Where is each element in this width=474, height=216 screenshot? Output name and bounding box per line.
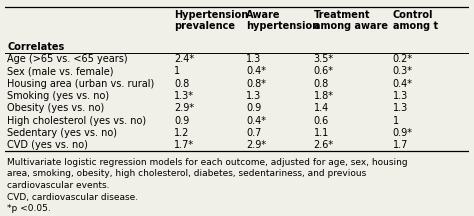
Text: Hypertension
prevalence: Hypertension prevalence bbox=[174, 10, 248, 31]
Text: 0.8: 0.8 bbox=[314, 79, 329, 89]
Text: 2.4*: 2.4* bbox=[174, 54, 194, 64]
Text: 0.4*: 0.4* bbox=[246, 66, 266, 76]
Text: Sedentary (yes vs. no): Sedentary (yes vs. no) bbox=[7, 128, 117, 138]
Text: 1.3*: 1.3* bbox=[174, 91, 194, 101]
Text: 1.3: 1.3 bbox=[246, 91, 262, 101]
Text: 1: 1 bbox=[392, 116, 399, 126]
Text: 0.2*: 0.2* bbox=[392, 54, 413, 64]
Text: CVD (yes vs. no): CVD (yes vs. no) bbox=[7, 140, 88, 150]
Text: Sex (male vs. female): Sex (male vs. female) bbox=[7, 66, 114, 76]
Text: 1.4: 1.4 bbox=[314, 103, 329, 113]
Text: 1.3: 1.3 bbox=[392, 103, 408, 113]
Text: 0.4*: 0.4* bbox=[392, 79, 412, 89]
Text: *p <0.05.: *p <0.05. bbox=[7, 204, 51, 213]
Text: Housing area (urban vs. rural): Housing area (urban vs. rural) bbox=[7, 79, 155, 89]
Text: 2.6*: 2.6* bbox=[314, 140, 334, 150]
Text: 1.7: 1.7 bbox=[392, 140, 408, 150]
Text: 0.6*: 0.6* bbox=[314, 66, 334, 76]
Text: 1: 1 bbox=[174, 66, 181, 76]
Text: 1.1: 1.1 bbox=[314, 128, 329, 138]
Text: 0.6: 0.6 bbox=[314, 116, 329, 126]
Text: Correlates: Correlates bbox=[7, 42, 64, 52]
Text: 2.9*: 2.9* bbox=[174, 103, 194, 113]
Text: Control
among t: Control among t bbox=[392, 10, 438, 31]
Text: 0.3*: 0.3* bbox=[392, 66, 412, 76]
Text: 0.8*: 0.8* bbox=[246, 79, 266, 89]
Text: High cholesterol (yes vs. no): High cholesterol (yes vs. no) bbox=[7, 116, 146, 126]
Text: Aware
hypertension: Aware hypertension bbox=[246, 10, 319, 31]
Text: CVD, cardiovascular disease.: CVD, cardiovascular disease. bbox=[7, 193, 138, 202]
Text: Smoking (yes vs. no): Smoking (yes vs. no) bbox=[7, 91, 109, 101]
Text: 0.9: 0.9 bbox=[174, 116, 190, 126]
Text: Treatment
among aware: Treatment among aware bbox=[314, 10, 388, 31]
Text: area, smoking, obesity, high cholesterol, diabetes, sedentariness, and previous: area, smoking, obesity, high cholesterol… bbox=[7, 169, 366, 178]
Text: 1.3: 1.3 bbox=[392, 91, 408, 101]
Text: 0.4*: 0.4* bbox=[246, 116, 266, 126]
Text: 0.8: 0.8 bbox=[174, 79, 190, 89]
Text: Obesity (yes vs. no): Obesity (yes vs. no) bbox=[7, 103, 104, 113]
Text: 0.9: 0.9 bbox=[246, 103, 262, 113]
Text: 1.3: 1.3 bbox=[246, 54, 262, 64]
Text: Age (>65 vs. <65 years): Age (>65 vs. <65 years) bbox=[7, 54, 128, 64]
Text: 0.9*: 0.9* bbox=[392, 128, 412, 138]
Text: Multivariate logistic regression models for each outcome, adjusted for age, sex,: Multivariate logistic regression models … bbox=[7, 158, 408, 167]
Text: 0.7: 0.7 bbox=[246, 128, 262, 138]
Text: 3.5*: 3.5* bbox=[314, 54, 334, 64]
Text: 1.2: 1.2 bbox=[174, 128, 190, 138]
Text: 1.7*: 1.7* bbox=[174, 140, 194, 150]
Text: 2.9*: 2.9* bbox=[246, 140, 266, 150]
Text: 1.8*: 1.8* bbox=[314, 91, 334, 101]
Text: cardiovascular events.: cardiovascular events. bbox=[7, 181, 109, 190]
